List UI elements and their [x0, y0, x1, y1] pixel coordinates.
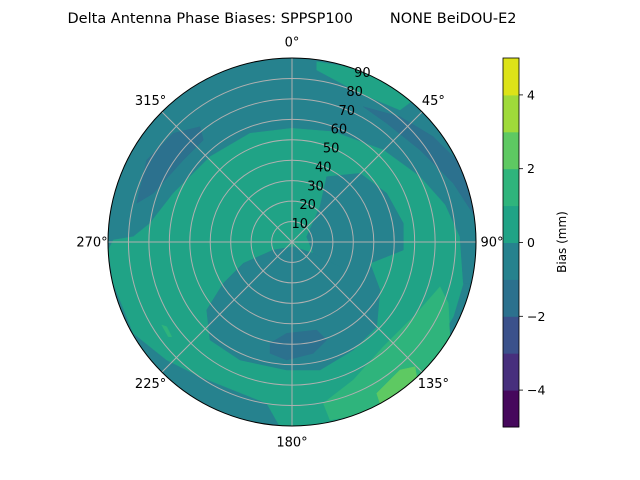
angular-tick-label: 270°	[76, 236, 107, 251]
radial-tick-label: 40	[315, 160, 332, 175]
colorbar-segment	[503, 168, 519, 207]
angular-tick-label: 135°	[418, 377, 449, 392]
colorbar-segment	[503, 316, 519, 354]
colorbar: −4 −2 0 2 4	[502, 57, 545, 428]
colorbar-tick-label: −2	[527, 309, 545, 324]
colorbar-segment	[503, 242, 519, 280]
colorbar-segment	[503, 205, 519, 243]
radial-tick-label: 10	[292, 217, 309, 232]
angular-tick-label: 90°	[480, 236, 503, 251]
radial-tick-label: 70	[339, 104, 356, 119]
polar-grid	[108, 58, 476, 426]
angular-tick-label: 225°	[135, 377, 166, 392]
angular-tick-label: 180°	[276, 436, 307, 451]
colorbar-segment	[503, 58, 519, 96]
colorbar-tick-label: 0	[527, 235, 535, 250]
colorbar-tick-label: −4	[527, 383, 545, 398]
colorbar-segment	[503, 94, 519, 133]
radial-tick-label: 60	[331, 123, 348, 138]
radial-tick-label: 30	[307, 179, 324, 194]
grid-spoke	[291, 111, 423, 243]
colorbar-segment	[503, 131, 519, 170]
colorbar-segment	[503, 390, 519, 428]
polar-frame	[107, 57, 477, 427]
angular-tick-label: 45°	[422, 94, 445, 109]
colorbar-tick-label: 4	[527, 87, 535, 102]
colorbar-segment	[503, 353, 519, 391]
colorbar-tick-label: 2	[527, 161, 535, 176]
angular-tick-label: 315°	[135, 94, 166, 109]
angular-tick-label: 0°	[285, 36, 300, 51]
contour-level-1-2-west	[161, 324, 172, 337]
colorbar-label: Bias (mm)	[555, 211, 569, 273]
radial-tick-label: 90	[354, 66, 371, 81]
grid-spoke	[161, 241, 293, 373]
radial-tick-label: 50	[323, 142, 340, 157]
radial-tick-label: 80	[346, 85, 363, 100]
colorbar-segment	[503, 279, 519, 317]
grid-spoke	[291, 241, 423, 373]
grid-spoke	[161, 111, 293, 243]
chart-title: Delta Antenna Phase Biases: SPPSP100 NON…	[68, 11, 517, 27]
radial-tick-label: 20	[299, 198, 316, 213]
